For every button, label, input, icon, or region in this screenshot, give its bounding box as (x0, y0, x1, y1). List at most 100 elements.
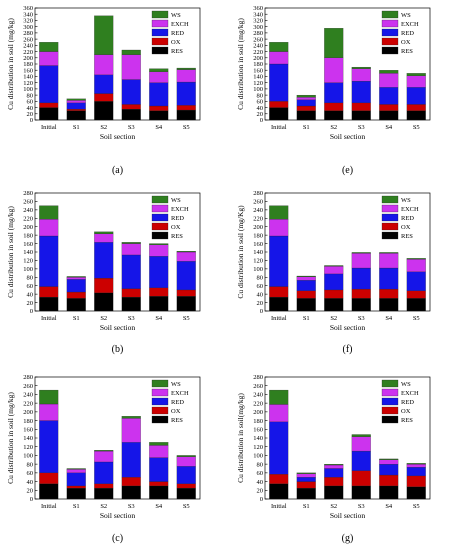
y-tick-label: 80 (27, 274, 34, 281)
y-tick-label: 280 (253, 190, 263, 197)
bar-segment-ws-s2 (324, 28, 344, 58)
bar-segment-ws-s2 (324, 265, 344, 267)
y-tick-label: 80 (257, 461, 264, 468)
legend-swatch-red (151, 397, 169, 406)
bar-segment-ws-s3 (121, 242, 141, 244)
panel-label: (e) (342, 165, 353, 176)
y-tick-label: 220 (23, 215, 33, 222)
legend-swatch-ws (151, 379, 169, 388)
bar-segment-red-s1 (296, 477, 316, 482)
bar-segment-ox-s1 (296, 105, 316, 111)
bar-segment-res-s2 (94, 292, 114, 312)
bar-segment-res-s2 (324, 110, 344, 121)
legend-swatch-exch (381, 204, 399, 213)
y-tick-label: 260 (23, 383, 33, 390)
x-axis-label: Soil section (330, 132, 365, 141)
legend-swatch-res (381, 46, 399, 55)
bar-segment-exch-s4 (149, 244, 169, 257)
bar-segment-ox-initial (269, 101, 289, 108)
bar-segment-ws-initial (39, 205, 59, 220)
y-tick-label: 60 (257, 283, 264, 290)
y-tick-label: 240 (23, 392, 33, 399)
bar-segment-red-s1 (66, 102, 86, 110)
y-tick-label: 140 (253, 249, 263, 256)
y-tick-label: 260 (253, 383, 263, 390)
bar-segment-ox-s4 (149, 481, 169, 487)
legend: WS EXCH RED OX RES (381, 195, 419, 240)
chart-panel-e: 0204060801001201401601802002202402602803… (236, 5, 431, 176)
bar-segment-ox-s4 (379, 288, 399, 299)
legend-swatch-ws (381, 10, 399, 19)
y-tick-label: 180 (253, 418, 263, 425)
legend-label-ws: WS (171, 197, 181, 204)
legend-swatch-ws (381, 195, 399, 204)
bar-segment-ws-s4 (379, 70, 399, 74)
y-tick-label: 180 (23, 61, 33, 68)
y-tick-label: 180 (23, 418, 33, 425)
y-tick-label: 20 (257, 300, 264, 307)
legend-swatch-ox (381, 406, 399, 415)
y-tick-label: 140 (23, 74, 33, 81)
bar-segment-ox-s5 (406, 475, 426, 487)
bar-segment-exch-s3 (121, 418, 141, 443)
bar-segment-res-s2 (324, 485, 344, 500)
y-tick-label: 80 (27, 92, 34, 99)
y-tick-label: 260 (23, 199, 33, 206)
bar-segment-red-s2 (94, 242, 114, 279)
bar-segment-ws-s2 (324, 464, 344, 466)
bar-segment-ws-initial (269, 389, 289, 405)
bar-segment-ws-s3 (351, 434, 371, 437)
y-tick-label: 140 (23, 249, 33, 256)
y-tick-label: 0 (260, 308, 263, 315)
bar-segment-exch-s1 (66, 100, 86, 104)
bar-segment-ox-s3 (351, 288, 371, 299)
x-tick-label: Initial (41, 503, 57, 510)
bar-segment-res-initial (269, 296, 289, 312)
y-tick-label: 0 (30, 308, 33, 315)
panel-label: (b) (112, 344, 124, 355)
x-tick-label: S2 (330, 503, 337, 510)
bar-segment-ox-s5 (406, 104, 426, 111)
x-tick-label: Initial (271, 315, 287, 322)
bar-segment-ox-initial (39, 286, 59, 298)
y-tick-label: 240 (23, 43, 33, 50)
x-tick-label: S2 (100, 124, 107, 131)
y-axis-label: Cu distribution in soil (mg/kg) (6, 392, 15, 484)
y-tick-label: 280 (23, 190, 33, 197)
bar-segment-ox-s2 (324, 102, 344, 111)
bar-segment-exch-s5 (406, 464, 426, 468)
y-tick-label: 60 (257, 470, 264, 477)
bar-segment-res-s3 (121, 108, 141, 121)
bar-segment-ox-initial (269, 286, 289, 298)
y-tick-label: 120 (253, 444, 263, 451)
bar-segment-ws-s3 (121, 416, 141, 419)
y-tick-label: 220 (253, 49, 263, 56)
y-tick-label: 100 (253, 266, 263, 273)
y-tick-label: 160 (23, 67, 33, 74)
bar-segment-red-initial (39, 420, 59, 473)
bar-segment-red-s4 (149, 256, 169, 288)
y-tick-label: 240 (23, 207, 33, 214)
y-axis-label: Cu distribution in soil(mg/kg) (236, 393, 245, 483)
x-tick-label: S1 (73, 124, 80, 131)
legend-swatch-res (381, 415, 399, 424)
bar-segment-exch-s5 (406, 75, 426, 88)
bar-segment-res-s3 (351, 110, 371, 121)
legend-swatch-res (151, 415, 169, 424)
bar-segment-ws-s4 (379, 252, 399, 254)
y-tick-label: 220 (253, 215, 263, 222)
bar-segment-red-s1 (296, 99, 316, 107)
bar-segment-exch-s3 (351, 253, 371, 269)
y-tick-label: 100 (23, 266, 33, 273)
y-tick-label: 320 (253, 18, 263, 25)
bar-segment-res-s2 (94, 487, 114, 500)
y-tick-label: 0 (30, 496, 33, 503)
bar-segment-res-s5 (176, 109, 196, 121)
y-tick-label: 0 (260, 117, 263, 124)
y-tick-label: 20 (27, 111, 34, 118)
bar-segment-ws-s1 (296, 472, 316, 474)
x-tick-label: S3 (358, 124, 365, 131)
y-tick-label: 0 (260, 496, 263, 503)
bar-segment-red-s2 (324, 82, 344, 104)
bar-segment-red-s3 (121, 442, 141, 478)
